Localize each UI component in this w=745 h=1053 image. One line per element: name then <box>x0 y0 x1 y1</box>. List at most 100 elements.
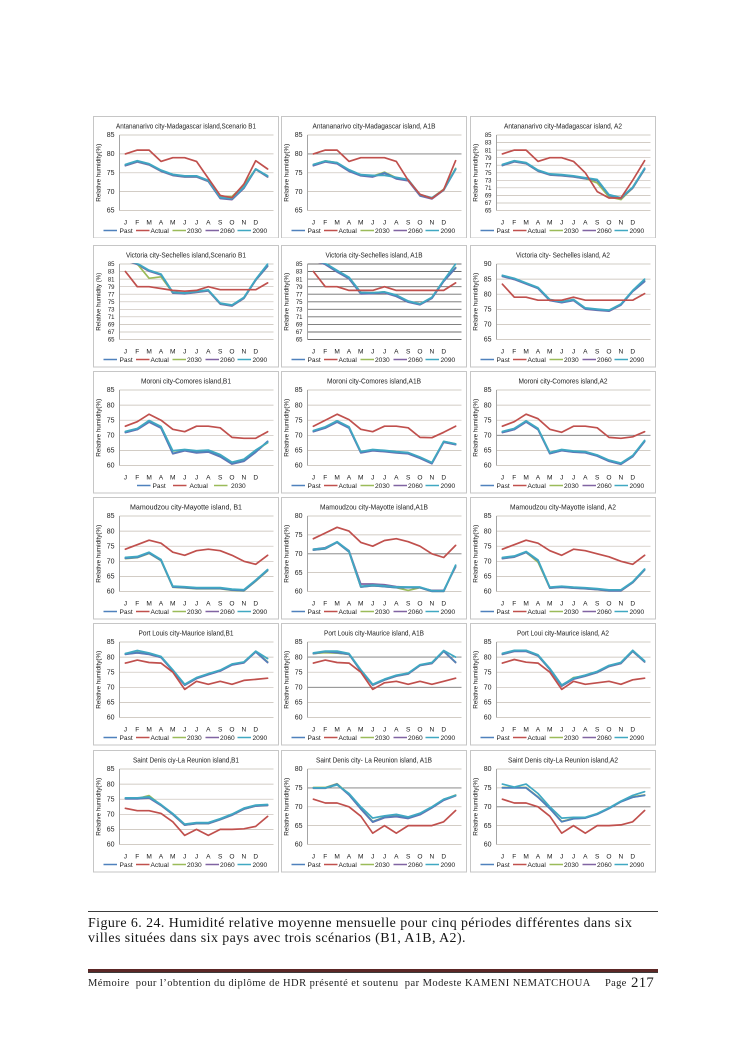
svg-text:S: S <box>218 854 223 861</box>
svg-text:D: D <box>253 601 258 608</box>
svg-text:2090: 2090 <box>441 609 456 616</box>
svg-text:A: A <box>159 219 164 226</box>
svg-text:S: S <box>595 854 600 861</box>
svg-text:J: J <box>195 854 198 861</box>
svg-text:A: A <box>347 601 352 608</box>
svg-text:F: F <box>135 601 139 608</box>
svg-text:Actual: Actual <box>339 609 358 616</box>
svg-text:2030: 2030 <box>564 483 579 490</box>
svg-text:D: D <box>442 475 447 482</box>
svg-text:80: 80 <box>295 513 303 520</box>
svg-text:77: 77 <box>108 292 115 298</box>
svg-text:D: D <box>253 349 258 356</box>
svg-text:Port Loui city-Maurice island,: Port Loui city-Maurice island, A2 <box>517 629 609 638</box>
svg-text:M: M <box>146 219 152 226</box>
svg-text:J: J <box>124 219 127 226</box>
svg-text:A: A <box>159 854 164 861</box>
svg-text:65: 65 <box>295 700 303 707</box>
svg-text:75: 75 <box>108 300 115 306</box>
svg-text:Antananarivo city-Madagascar i: Antananarivo city-Madagascar island, A2 <box>504 121 622 130</box>
svg-text:J: J <box>383 219 386 226</box>
svg-text:A: A <box>535 727 540 734</box>
svg-text:2030: 2030 <box>187 735 202 742</box>
svg-text:2060: 2060 <box>408 735 423 742</box>
svg-text:J: J <box>560 727 563 734</box>
svg-text:2060: 2060 <box>408 357 423 364</box>
svg-text:83: 83 <box>485 140 492 146</box>
svg-text:60: 60 <box>295 842 303 849</box>
svg-text:81: 81 <box>485 148 492 154</box>
svg-text:A: A <box>394 475 399 482</box>
svg-text:A: A <box>159 475 164 482</box>
svg-text:Past: Past <box>120 862 133 869</box>
svg-text:Actual: Actual <box>527 609 546 616</box>
svg-text:70: 70 <box>483 433 491 440</box>
svg-text:A: A <box>535 475 540 482</box>
svg-text:Relative humidity(%): Relative humidity(%) <box>284 144 291 202</box>
svg-text:F: F <box>324 219 328 226</box>
svg-text:A: A <box>347 349 352 356</box>
svg-text:73: 73 <box>108 308 115 314</box>
svg-text:Relative humidity(%): Relative humidity(%) <box>96 399 103 457</box>
svg-text:2030: 2030 <box>375 862 390 869</box>
svg-text:F: F <box>135 219 139 226</box>
svg-text:M: M <box>146 475 152 482</box>
svg-text:S: S <box>218 727 223 734</box>
svg-text:75: 75 <box>295 785 303 792</box>
svg-text:77: 77 <box>485 163 492 169</box>
svg-text:2030: 2030 <box>375 357 390 364</box>
svg-text:2090: 2090 <box>629 862 644 869</box>
svg-text:60: 60 <box>107 589 115 596</box>
svg-text:Moroni city-Comores island,A2: Moroni city-Comores island,A2 <box>518 377 607 386</box>
svg-text:2090: 2090 <box>629 357 644 364</box>
svg-text:2090: 2090 <box>253 735 268 742</box>
svg-text:80: 80 <box>483 291 491 298</box>
svg-text:Past: Past <box>496 483 509 490</box>
svg-text:A: A <box>159 601 164 608</box>
svg-text:Past: Past <box>308 735 321 742</box>
svg-text:Port Louis city-Maurice islan: Port Louis city-Maurice island,B1 <box>139 629 234 638</box>
svg-text:S: S <box>406 475 411 482</box>
svg-text:A: A <box>394 601 399 608</box>
svg-text:Past: Past <box>308 609 321 616</box>
svg-text:J: J <box>560 854 563 861</box>
svg-text:J: J <box>500 349 503 356</box>
svg-text:85: 85 <box>107 639 115 646</box>
svg-text:2030: 2030 <box>375 609 390 616</box>
svg-text:2060: 2060 <box>220 609 235 616</box>
svg-text:M: M <box>547 219 553 226</box>
svg-text:2060: 2060 <box>408 609 423 616</box>
svg-text:65: 65 <box>296 338 303 344</box>
svg-text:Past: Past <box>308 228 321 235</box>
svg-text:75: 75 <box>483 669 491 676</box>
svg-text:M: M <box>547 475 553 482</box>
svg-text:J: J <box>124 475 127 482</box>
svg-text:F: F <box>135 727 139 734</box>
svg-text:O: O <box>606 854 611 861</box>
svg-text:D: D <box>630 219 635 226</box>
svg-text:A: A <box>347 475 352 482</box>
svg-text:65: 65 <box>108 338 115 344</box>
svg-text:M: M <box>335 854 341 861</box>
svg-text:77: 77 <box>296 292 303 298</box>
svg-text:J: J <box>500 475 503 482</box>
svg-text:Mamoudzou city-Mayotte island: Mamoudzou city-Mayotte island, B1 <box>130 503 242 512</box>
svg-text:2030: 2030 <box>564 609 579 616</box>
svg-text:Actual: Actual <box>527 228 546 235</box>
svg-text:2030: 2030 <box>375 735 390 742</box>
svg-text:D: D <box>253 219 258 226</box>
svg-text:65: 65 <box>107 700 115 707</box>
svg-text:N: N <box>430 854 435 861</box>
svg-text:J: J <box>500 601 503 608</box>
svg-text:60: 60 <box>295 463 303 470</box>
svg-text:2090: 2090 <box>629 483 644 490</box>
svg-text:2060: 2060 <box>597 357 612 364</box>
svg-text:Port Louis city-Maurice island: Port Louis city-Maurice island, A1B <box>324 629 424 638</box>
svg-text:80: 80 <box>107 402 115 409</box>
svg-text:2090: 2090 <box>253 609 268 616</box>
svg-text:J: J <box>572 219 575 226</box>
svg-text:Victoria city-Sechelles islan: Victoria city-Sechelles island,Scenario … <box>126 251 246 260</box>
svg-text:60: 60 <box>483 715 491 722</box>
svg-text:2090: 2090 <box>629 609 644 616</box>
svg-text:F: F <box>324 601 328 608</box>
